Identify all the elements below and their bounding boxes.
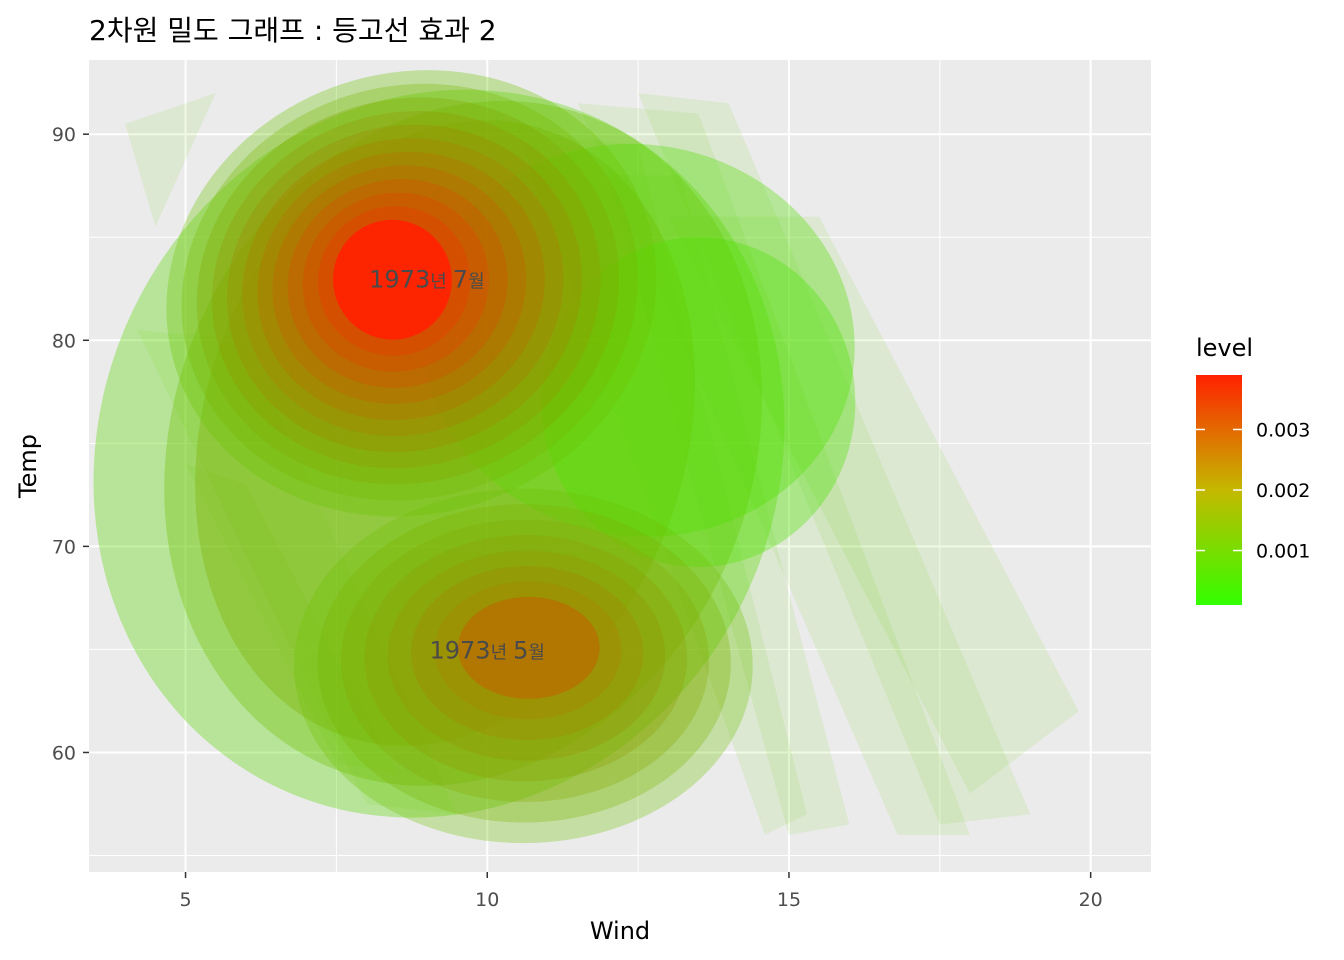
x-axis: 5 10 15 20 [179, 872, 1103, 911]
y-tick-label: 80 [52, 330, 76, 352]
density-band [185, 463, 397, 774]
legend-tick-label: 0.002 [1256, 480, 1310, 502]
legend-tick-label: 0.001 [1256, 541, 1310, 563]
y-tick-label: 60 [52, 742, 76, 764]
density-band [164, 100, 763, 786]
density-band [333, 219, 452, 340]
chart-title: 2차원 밀도 그래프 : 등고선 효과 2 [89, 14, 497, 47]
density-band [638, 92, 1031, 825]
x-axis-title: Wind [590, 917, 650, 945]
density-band [607, 175, 850, 835]
annotation-july: 1973년 7월 [369, 265, 484, 293]
density-band [517, 134, 808, 835]
density-band [457, 596, 600, 699]
annotation-may: 1973년 5월 [430, 636, 545, 664]
y-axis-title: Temp [14, 434, 42, 499]
density-band [195, 120, 695, 746]
grid-major [89, 60, 1151, 872]
density-band [137, 329, 458, 815]
legend: level 0.001 0.002 0.003 [1196, 334, 1310, 605]
x-tick-label: 5 [179, 889, 191, 911]
x-tick-label: 15 [777, 889, 801, 911]
density-contours [93, 70, 1079, 844]
y-axis: 60 70 80 90 [52, 124, 89, 764]
y-tick-label: 90 [52, 124, 76, 146]
grid-minor [89, 60, 1151, 872]
density-band [421, 143, 855, 537]
density-band [577, 103, 970, 835]
x-tick-label: 10 [475, 889, 499, 911]
legend-ticks: 0.001 0.002 0.003 [1196, 419, 1310, 563]
y-tick-label: 70 [52, 536, 76, 558]
density-band [541, 237, 856, 567]
legend-title: level [1196, 334, 1253, 362]
density-band [93, 89, 785, 818]
annotations: 1973년 7월 1973년 5월 [369, 265, 545, 664]
density-band [125, 92, 216, 227]
legend-tick-label: 0.003 [1256, 419, 1310, 441]
plot-panel [89, 60, 1151, 872]
x-tick-label: 20 [1079, 889, 1103, 911]
density-band [668, 216, 1079, 794]
